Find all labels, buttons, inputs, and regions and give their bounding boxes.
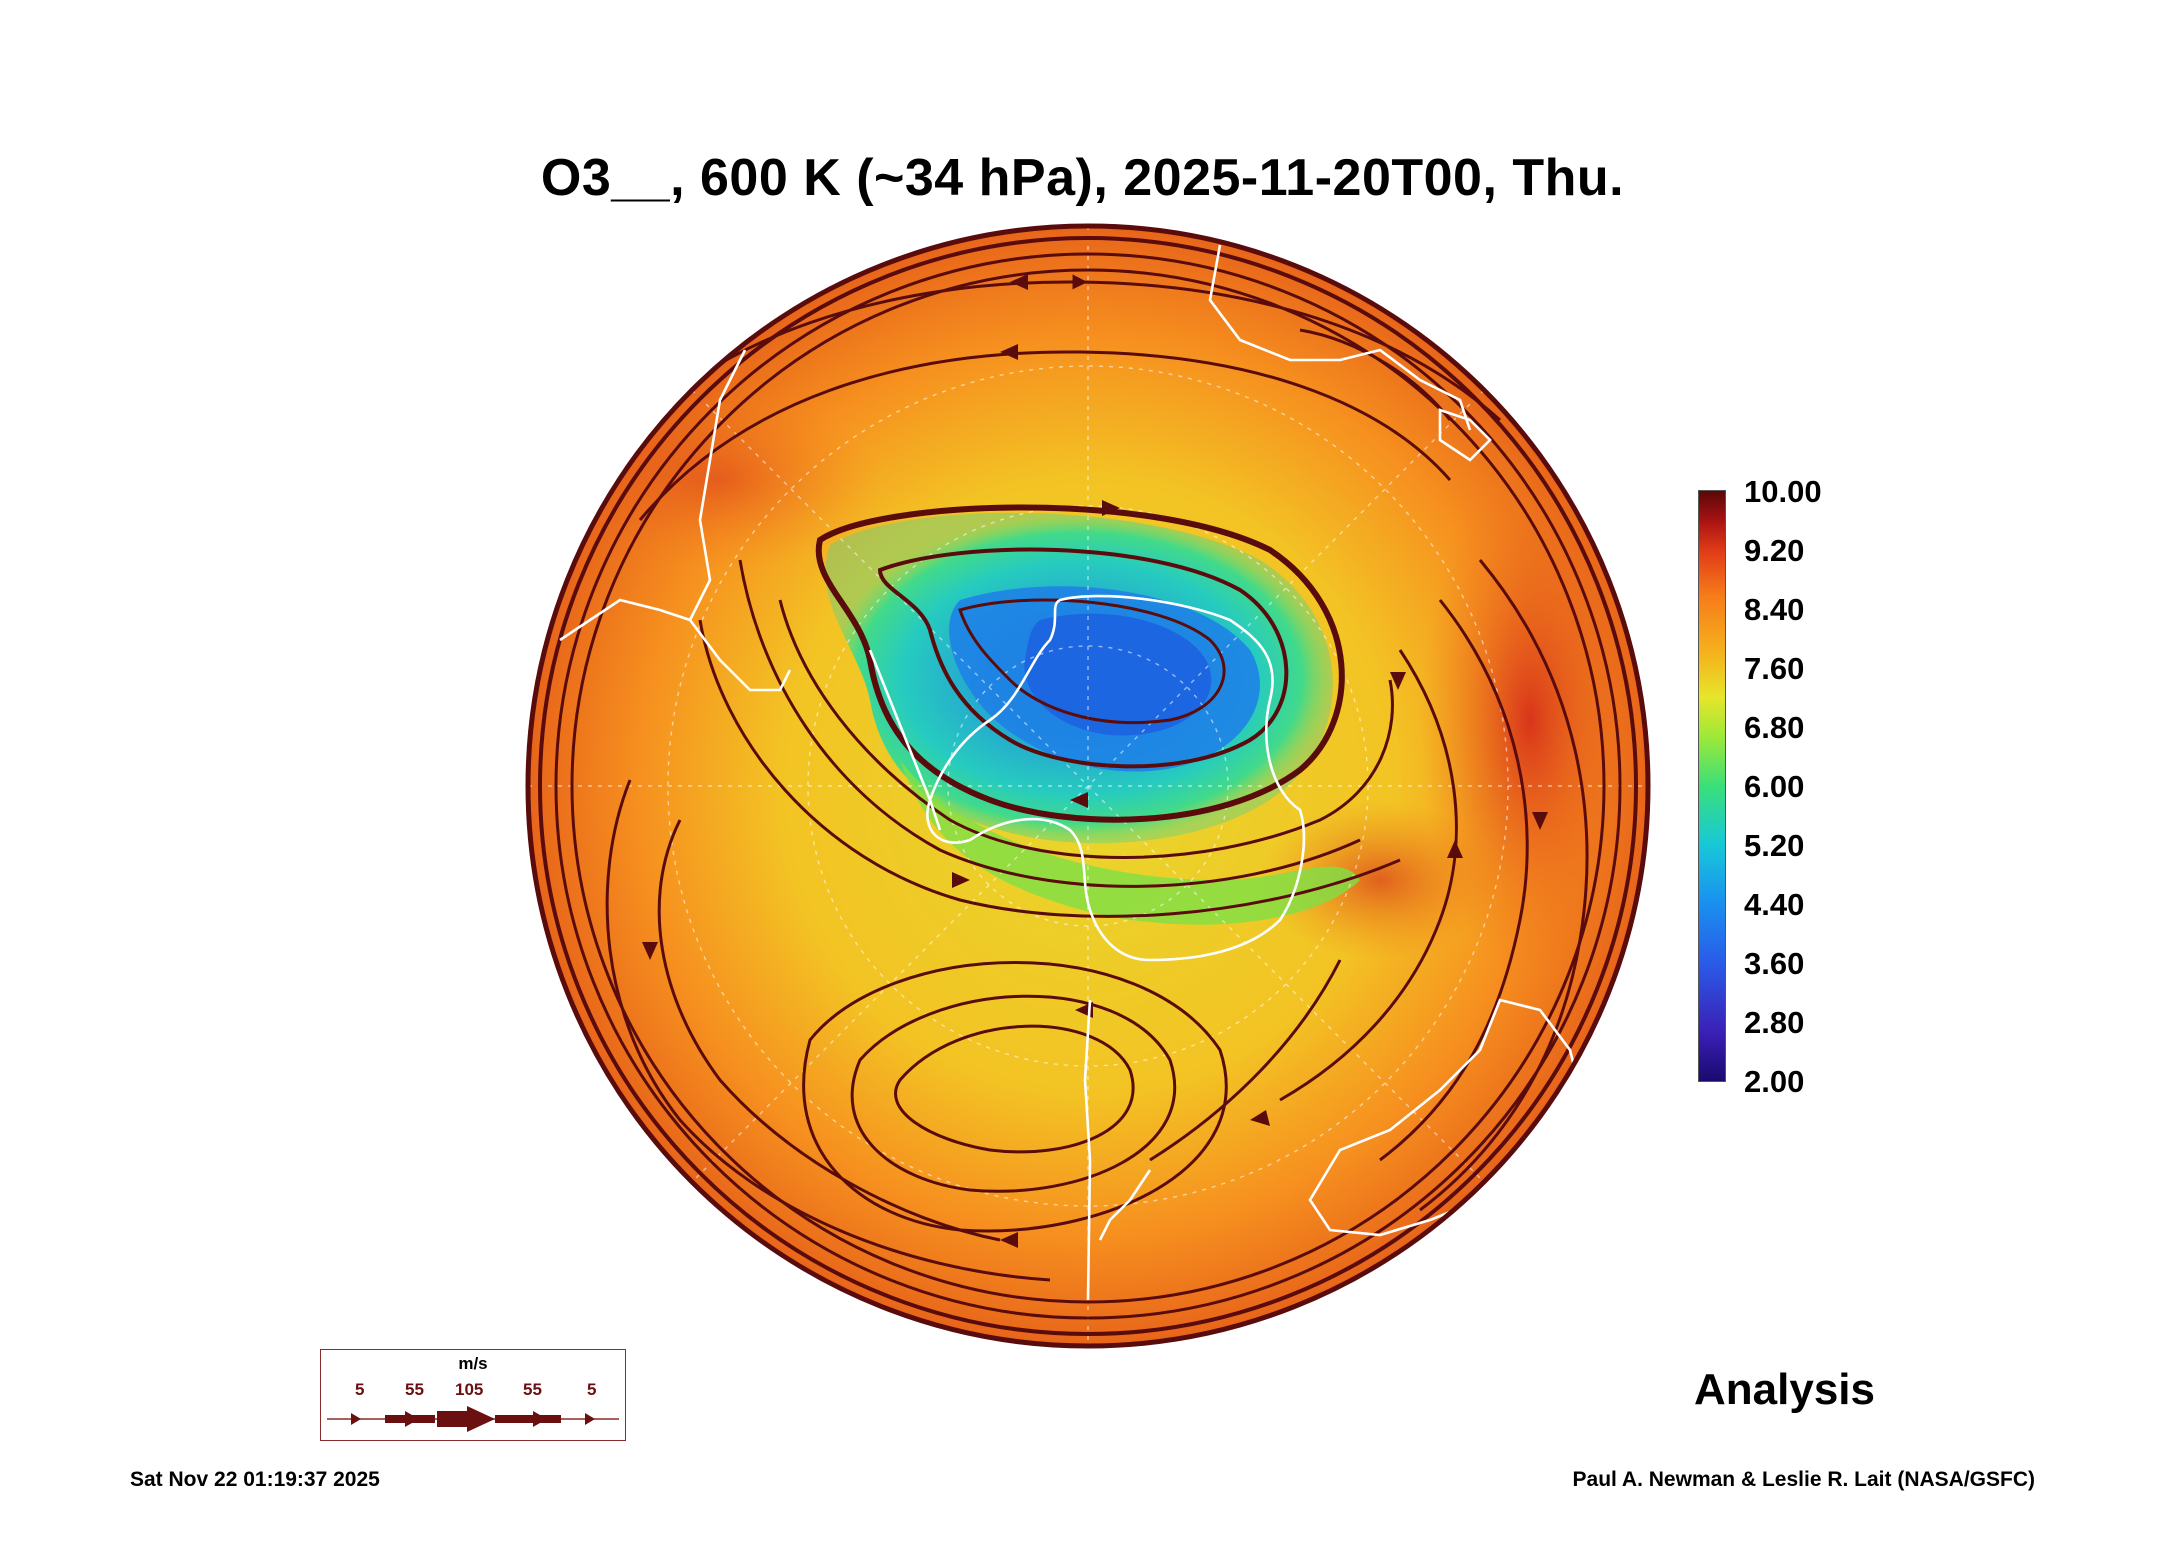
wind-legend-unit: m/s: [458, 1354, 488, 1373]
wind-legend-value: 55: [405, 1380, 424, 1399]
colorbar-tick-label: 5.20: [1744, 828, 1805, 863]
colorbar-tick-label: 6.80: [1744, 710, 1805, 745]
wind-speed-legend: m/s 5 55 105 55 5: [320, 1349, 626, 1441]
credit-line: Paul A. Newman & Leslie R. Lait (NASA/GS…: [1572, 1468, 2035, 1491]
wind-legend-value: 5: [587, 1380, 597, 1399]
map-title: O3__, 600 K (~34 hPa), 2025-11-20T00, Th…: [540, 149, 1625, 207]
colorbar-tick-label: 9.20: [1744, 533, 1805, 568]
colorbar-tick-label: 10.00: [1744, 474, 1822, 509]
wind-legend-value: 55: [523, 1380, 542, 1399]
timestamp: Sat Nov 22 01:19:37 2025: [130, 1468, 380, 1491]
colorbar-tick-label: 3.60: [1744, 946, 1805, 981]
analysis-label: Analysis: [1694, 1365, 1875, 1414]
colorbar-tick-label: 8.40: [1744, 592, 1805, 627]
colorbar-tick-label: 2.80: [1744, 1005, 1805, 1040]
colorbar: [1698, 490, 1726, 1082]
wind-legend-value: 5: [355, 1380, 365, 1399]
colorbar-tick-label: 6.00: [1744, 769, 1805, 804]
wind-legend-arrows: [327, 1406, 619, 1432]
colorbar-tick-label: 4.40: [1744, 887, 1805, 922]
colorbar-tick-label: 2.00: [1744, 1064, 1805, 1099]
wind-streamlines: [538, 236, 1638, 1336]
colorbar-tick-label: 7.60: [1744, 651, 1805, 686]
wind-legend-value: 105: [455, 1380, 484, 1399]
graticule: [528, 226, 1648, 1346]
